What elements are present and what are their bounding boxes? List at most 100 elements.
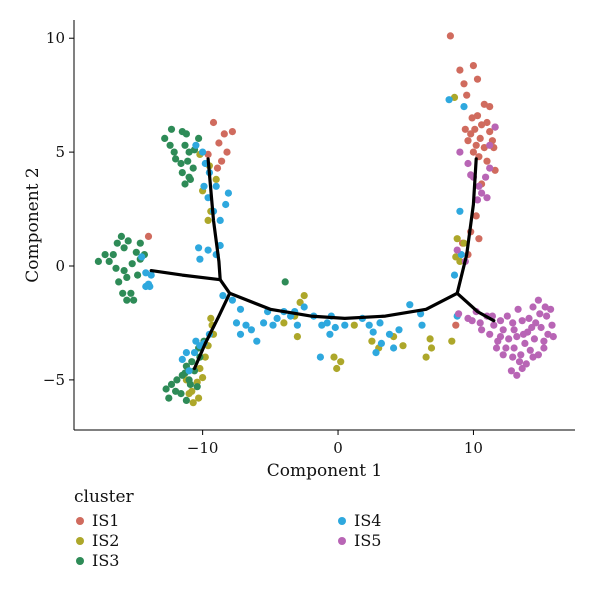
trajectory-branch-2: [192, 291, 232, 371]
point-is4-10: [216, 216, 224, 224]
point-is4-53: [341, 321, 349, 329]
point-is3-57: [186, 380, 194, 388]
point-is4-12: [196, 255, 204, 263]
point-is5-49: [509, 353, 517, 361]
point-is3-53: [177, 390, 185, 398]
point-is4-69: [456, 207, 464, 215]
point-is5-3: [475, 182, 483, 190]
point-is3-4: [161, 134, 169, 142]
point-is1-26: [476, 134, 484, 142]
point-is3-32: [115, 278, 123, 286]
point-is4-35: [236, 330, 245, 338]
point-is4-27: [185, 367, 193, 375]
point-is1-28: [464, 137, 472, 145]
point-is5-41: [534, 296, 543, 304]
point-is3-39: [136, 239, 144, 247]
point-is5-14: [455, 310, 463, 318]
point-is5-10: [491, 123, 499, 131]
point-is4-1: [199, 148, 207, 156]
point-is1-16: [486, 103, 494, 111]
point-is3-37: [134, 271, 142, 279]
trajectory-branch-1: [206, 157, 222, 282]
point-is1-18: [468, 114, 476, 122]
point-is3-17: [186, 175, 194, 183]
point-is4-17: [147, 271, 155, 279]
point-is5-53: [502, 344, 510, 352]
point-is3-27: [120, 267, 128, 275]
point-is5-12: [453, 246, 461, 254]
point-is4-31: [228, 296, 236, 304]
data-points: [94, 32, 557, 407]
x-tick-label-0: 0: [333, 439, 343, 457]
point-is5-36: [543, 312, 551, 320]
point-is4-67: [445, 96, 453, 104]
point-is4-61: [385, 330, 394, 338]
point-is4-56: [365, 321, 373, 329]
x-axis-title: Component 1: [267, 461, 383, 481]
point-is2-35: [448, 337, 456, 345]
point-is4-11: [195, 244, 203, 252]
point-is3-11: [177, 159, 185, 168]
y-axis-title: Component 2: [23, 167, 43, 283]
point-is2-11: [196, 364, 204, 373]
point-is5-67: [468, 317, 476, 325]
point-is4-38: [260, 319, 268, 327]
point-is1-11: [460, 80, 468, 88]
point-is1-13: [473, 75, 482, 83]
y-tick-label-5: 5: [55, 143, 65, 161]
legend-title: cluster: [74, 487, 135, 507]
point-is2-32: [422, 353, 430, 361]
legend-key-is2: [76, 537, 84, 545]
point-is4-37: [253, 337, 261, 345]
point-is4-60: [377, 339, 385, 347]
point-is1-2: [228, 128, 236, 136]
point-is3-48: [167, 380, 176, 388]
point-is1-9: [446, 32, 454, 40]
point-is5-59: [510, 326, 518, 334]
point-is5-46: [503, 312, 511, 320]
point-is1-35: [491, 166, 499, 174]
point-is3-35: [130, 296, 138, 304]
point-is3-49: [162, 385, 170, 393]
point-is1-15: [480, 100, 488, 108]
point-is5-6: [478, 189, 486, 197]
point-is3-31: [123, 273, 131, 281]
point-is3-21: [117, 232, 125, 240]
legend-key-is3: [76, 557, 84, 565]
point-is3-55: [172, 387, 180, 395]
point-is3-19: [101, 251, 109, 259]
legend-label-is4: IS4: [354, 511, 381, 530]
point-is3-28: [128, 260, 136, 268]
point-is5-25: [513, 333, 521, 341]
point-is3-22: [124, 237, 132, 245]
point-is5-33: [525, 314, 533, 322]
point-is3-47: [173, 376, 181, 384]
point-is3-7: [181, 141, 189, 149]
x-tick-label--10: −10: [187, 439, 219, 457]
point-is4-62: [390, 344, 398, 352]
point-is4-4: [200, 182, 208, 190]
point-is2-25: [337, 358, 345, 366]
point-is2-36: [450, 93, 459, 101]
point-is2-27: [350, 321, 358, 329]
point-is1-14: [463, 91, 471, 99]
point-is2-17: [185, 390, 193, 398]
point-is2-5: [204, 216, 212, 224]
point-is5-22: [499, 326, 507, 334]
legend-key-is1: [76, 517, 84, 525]
point-is5-62: [478, 326, 486, 334]
point-is1-30: [480, 144, 488, 152]
trajectory-branch-5: [455, 291, 496, 323]
point-is2-6: [207, 314, 215, 322]
point-is3-12: [184, 157, 192, 165]
point-is4-64: [406, 301, 414, 309]
point-is2-39: [460, 239, 468, 247]
point-is4-51: [326, 330, 334, 338]
point-is4-59: [372, 349, 380, 357]
point-is4-44: [293, 321, 301, 329]
point-is3-5: [166, 141, 174, 149]
point-is5-52: [540, 344, 548, 352]
point-is4-68: [460, 103, 468, 111]
point-is4-32: [236, 305, 245, 313]
point-is3-52: [193, 383, 201, 391]
